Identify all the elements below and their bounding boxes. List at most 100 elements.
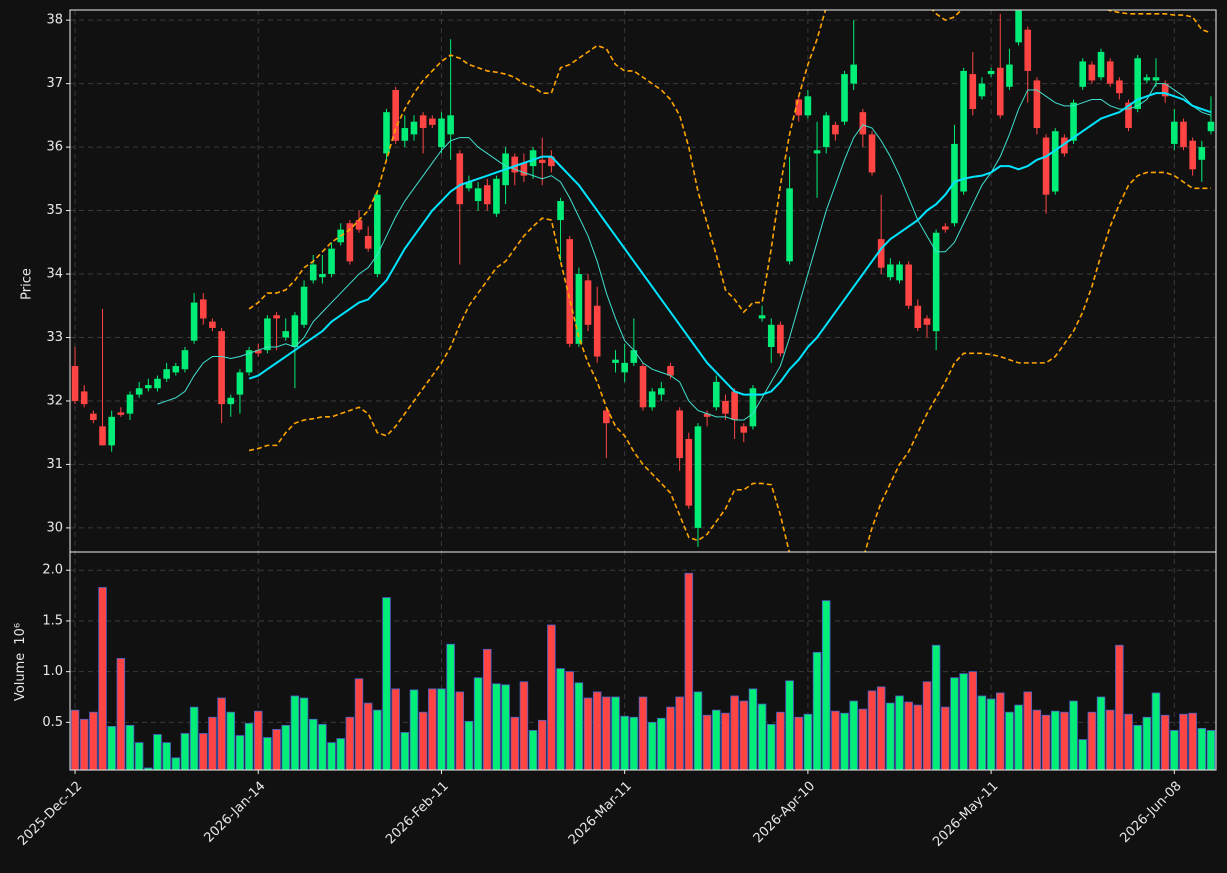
candle-body bbox=[218, 331, 225, 405]
volume-bar bbox=[327, 742, 336, 771]
candle-body bbox=[777, 324, 784, 354]
candle-body bbox=[410, 121, 418, 135]
candle-body bbox=[483, 185, 491, 205]
volume-bar bbox=[226, 711, 236, 771]
candle-body bbox=[658, 388, 665, 395]
volume-bar bbox=[748, 688, 758, 771]
volume-bar bbox=[391, 688, 400, 771]
y-tick-label: 33 bbox=[46, 330, 63, 345]
candle-body bbox=[374, 194, 381, 275]
volume-bar bbox=[638, 696, 648, 771]
y-tick-label: 36 bbox=[46, 140, 63, 155]
candle-body bbox=[1207, 121, 1215, 132]
volume-bar bbox=[483, 648, 492, 771]
volume-bar bbox=[666, 706, 675, 771]
y-tick-label: 1.0 bbox=[42, 664, 63, 679]
band-line bbox=[248, 171, 1211, 552]
volume-bar bbox=[134, 742, 144, 771]
candle-body bbox=[584, 280, 592, 325]
y-tick-label: 2.0 bbox=[42, 563, 63, 578]
volume-bar bbox=[519, 681, 529, 771]
volume-bar bbox=[373, 709, 382, 771]
volume-bar bbox=[895, 695, 904, 771]
volume-bar bbox=[712, 709, 721, 771]
volume-bar bbox=[235, 735, 245, 771]
candle-body bbox=[1152, 77, 1160, 81]
volume-bar bbox=[281, 724, 290, 771]
candle-body bbox=[245, 350, 253, 373]
candle-body bbox=[309, 264, 317, 281]
volume-bar bbox=[171, 757, 181, 771]
candle-body bbox=[859, 112, 867, 135]
volume-bar bbox=[1069, 700, 1078, 771]
volume-bar bbox=[812, 651, 822, 771]
candle-body bbox=[648, 391, 656, 408]
volume-bar bbox=[730, 695, 739, 771]
candle-body bbox=[163, 369, 170, 379]
volume-bar bbox=[831, 710, 840, 771]
candle-body bbox=[795, 99, 803, 116]
volume-bar bbox=[244, 722, 254, 771]
volume-bar bbox=[1096, 696, 1106, 771]
volume-bar bbox=[629, 716, 639, 771]
volume-bar bbox=[308, 718, 318, 771]
candle-body bbox=[447, 115, 454, 135]
y-tick-label: 31 bbox=[46, 457, 63, 472]
candle-body bbox=[575, 274, 583, 344]
candle-body bbox=[712, 381, 720, 408]
candle-body bbox=[548, 156, 555, 167]
candle-body bbox=[694, 426, 702, 528]
volume-bar bbox=[1170, 730, 1179, 771]
candle-body bbox=[1033, 80, 1041, 129]
volume-bar bbox=[1105, 709, 1115, 771]
candle-body bbox=[328, 248, 335, 275]
candle-body bbox=[126, 394, 134, 414]
volume-bar bbox=[290, 695, 300, 771]
candle-body bbox=[1088, 64, 1096, 81]
volume-bar bbox=[510, 716, 519, 771]
candle-body bbox=[493, 178, 500, 214]
candle-body bbox=[172, 366, 180, 373]
volume-bar bbox=[1142, 716, 1152, 771]
volume-frame bbox=[69, 551, 1217, 771]
volume-offset: 10⁶ bbox=[13, 623, 28, 645]
candle-body bbox=[392, 89, 399, 141]
candle-body bbox=[887, 264, 894, 278]
candle-body bbox=[1024, 29, 1032, 71]
candle-body bbox=[80, 391, 88, 405]
candle-body bbox=[465, 181, 473, 189]
volume-bar bbox=[363, 702, 373, 771]
volume-bar bbox=[153, 734, 162, 771]
band-line bbox=[248, 10, 1212, 314]
candle-body bbox=[227, 397, 235, 405]
candle-body bbox=[383, 112, 390, 154]
volume-bar bbox=[996, 692, 1005, 771]
volume-bar bbox=[418, 711, 428, 771]
candle-body bbox=[978, 83, 986, 97]
candle-body bbox=[1134, 58, 1141, 110]
volume-bar bbox=[528, 730, 538, 771]
candle-body bbox=[291, 315, 299, 348]
candle-body bbox=[557, 201, 564, 221]
candle-body bbox=[1097, 51, 1105, 78]
volume-bar bbox=[583, 697, 593, 771]
candle-body bbox=[758, 315, 766, 319]
candle-body bbox=[1079, 61, 1087, 87]
candle-body bbox=[868, 134, 876, 173]
candle-body bbox=[199, 299, 207, 319]
volume-bar bbox=[318, 723, 327, 771]
volume-bar bbox=[1032, 709, 1042, 771]
candle-body bbox=[603, 410, 610, 424]
candle-body bbox=[685, 439, 693, 506]
candle-body bbox=[896, 264, 903, 281]
candle-body bbox=[1070, 102, 1077, 141]
volume-bar bbox=[1197, 728, 1207, 771]
volume-bar bbox=[565, 671, 574, 771]
candle-body bbox=[319, 274, 326, 278]
volume-bar bbox=[959, 673, 968, 771]
volume-bar bbox=[125, 724, 135, 771]
volume-bar bbox=[1115, 644, 1124, 771]
candle-body bbox=[264, 318, 271, 351]
candle-body bbox=[813, 150, 821, 154]
